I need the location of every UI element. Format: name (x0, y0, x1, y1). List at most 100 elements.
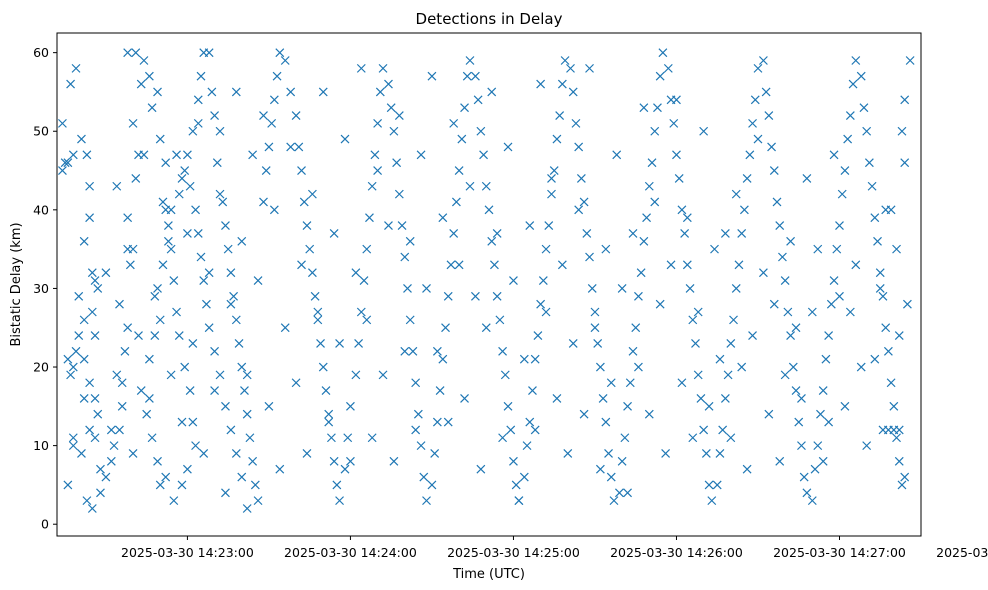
data-point (115, 425, 124, 435)
data-point (139, 56, 149, 65)
data-point (207, 87, 217, 97)
data-point (63, 354, 73, 364)
data-point (245, 433, 255, 443)
data-point (601, 244, 611, 254)
data-point (329, 456, 339, 466)
data-point (253, 496, 263, 506)
data-point (742, 173, 752, 183)
data-point (318, 87, 328, 97)
data-point (131, 173, 141, 183)
data-point (769, 299, 779, 309)
data-point (604, 449, 613, 458)
data-point (422, 284, 431, 293)
data-point (302, 449, 312, 458)
data-point (835, 221, 844, 230)
data-point (223, 244, 233, 254)
data-point (82, 496, 92, 506)
data-point (438, 213, 448, 223)
data-point (492, 228, 502, 238)
data-point (411, 378, 421, 388)
data-point (199, 449, 209, 458)
data-point (739, 205, 749, 215)
data-point (405, 236, 415, 246)
data-point (158, 260, 168, 270)
data-point (204, 323, 214, 333)
data-point (269, 95, 279, 105)
data-point (579, 409, 589, 419)
data-point (193, 228, 203, 238)
data-point (593, 339, 603, 348)
x-axis-label: Time (UTC) (452, 567, 525, 582)
data-point (60, 158, 70, 168)
data-point (707, 496, 717, 506)
data-point (881, 205, 891, 215)
data-point (791, 323, 801, 333)
data-point (242, 370, 252, 380)
data-point (769, 166, 779, 175)
data-point (389, 126, 399, 136)
data-point (454, 166, 464, 175)
data-point (650, 197, 660, 207)
data-point (144, 394, 154, 403)
data-point (416, 441, 426, 451)
data-point (378, 63, 388, 73)
data-point (824, 417, 834, 427)
data-point (435, 386, 445, 396)
data-point (150, 331, 160, 341)
data-point (106, 456, 116, 466)
data-point (644, 181, 654, 191)
data-point (384, 79, 393, 89)
data-point (63, 480, 73, 490)
data-point (519, 354, 529, 364)
data-point (582, 228, 592, 238)
data-point (832, 244, 842, 254)
data-point (734, 260, 744, 270)
data-point (568, 339, 578, 348)
data-point (177, 480, 187, 490)
data-point (655, 299, 665, 309)
data-point (873, 236, 882, 246)
data-point (704, 401, 714, 411)
data-point (902, 299, 912, 309)
data-point (449, 118, 459, 128)
data-point (726, 433, 736, 443)
data-point (131, 48, 141, 58)
data-point (780, 370, 790, 380)
data-point (180, 362, 190, 372)
data-point (859, 103, 869, 113)
data-point (682, 213, 692, 223)
data-point (269, 205, 279, 215)
data-point (163, 221, 173, 230)
data-point (737, 362, 747, 372)
x-tick-label: 2025-03-30 14:26:00 (610, 545, 743, 560)
data-point (538, 276, 548, 285)
data-point (411, 425, 421, 435)
data-point (174, 331, 184, 341)
data-point (481, 323, 491, 333)
data-point (547, 173, 556, 183)
data-point (259, 197, 268, 207)
data-point (58, 118, 67, 128)
data-point (267, 118, 277, 128)
y-tick-label: 20 (33, 360, 49, 375)
data-point (321, 386, 331, 396)
data-point (609, 496, 619, 506)
data-point (628, 346, 638, 356)
data-point (672, 150, 681, 160)
data-point (503, 401, 513, 411)
data-point (544, 221, 554, 230)
data-point (82, 150, 92, 160)
data-point (900, 95, 910, 105)
data-point (476, 126, 486, 136)
data-point (365, 213, 374, 223)
data-point (63, 158, 73, 168)
data-point (166, 370, 176, 380)
data-point (196, 252, 206, 262)
data-point (571, 118, 581, 128)
data-point (731, 284, 741, 293)
data-point (897, 126, 907, 136)
data-point (718, 425, 728, 435)
data-point (617, 456, 627, 466)
data-point (117, 378, 127, 388)
data-point (672, 95, 681, 105)
